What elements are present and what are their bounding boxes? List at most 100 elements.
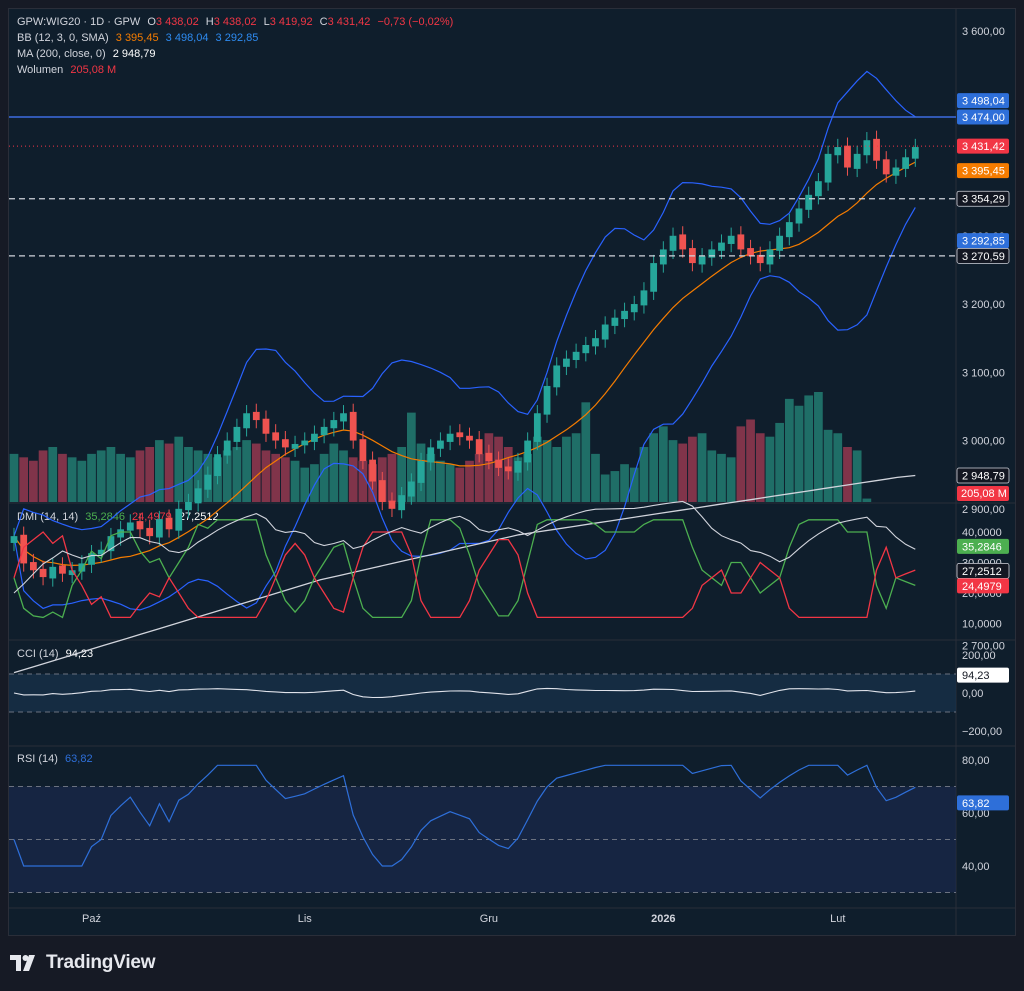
volume-bar (125, 457, 135, 502)
open-value: 3 438,02 (155, 16, 199, 28)
candle-body (146, 527, 154, 537)
price-badge-label: 3 431,42 (962, 141, 1005, 153)
volume-bar (174, 436, 184, 502)
volume-bar (96, 450, 106, 502)
time-axis-label: Lis (298, 913, 313, 925)
candle-body (640, 290, 648, 306)
candle-body (97, 549, 105, 555)
candle-body (10, 536, 18, 543)
price-tick-label: 3 600,00 (962, 26, 1005, 38)
volume-bar (688, 436, 697, 502)
price-badge-label: 3 395,45 (962, 166, 1005, 178)
candle-body (243, 413, 250, 429)
candle-body (718, 242, 725, 251)
close-value: 3 431,42 (327, 16, 371, 28)
volume-bar (465, 460, 474, 502)
candle-body (853, 153, 861, 169)
candle-body (88, 553, 95, 565)
volume-badge-label: 205,08 M (961, 488, 1007, 500)
volume-bar (348, 457, 358, 502)
price-badge (957, 233, 1009, 249)
volume-bar (814, 392, 823, 502)
volume-bar (310, 464, 319, 502)
candle-body (824, 153, 832, 183)
cci-badge-label: 94,23 (962, 670, 990, 682)
volume-bar (29, 460, 38, 502)
volume-bar (164, 443, 174, 502)
candle-body (126, 522, 134, 531)
candle-body (563, 358, 570, 367)
candle-body (204, 474, 212, 490)
volume-bar (571, 433, 581, 502)
candle-body (863, 140, 871, 156)
time-axis-label: 2026 (651, 913, 675, 925)
volume-bar (523, 453, 533, 502)
dmi-plus-line (13, 519, 916, 619)
volume-badge (957, 486, 1009, 501)
candle-body (475, 439, 483, 455)
volume-bar (261, 450, 271, 502)
candle-body (456, 432, 464, 438)
candle-body (601, 324, 609, 340)
volume-bar (862, 498, 872, 502)
rsi-tick-label: 80,00 (962, 755, 990, 767)
volume-bar (281, 457, 290, 502)
dmi-badge-label: 27,2512 (962, 566, 1002, 578)
candle-body (844, 145, 851, 168)
volume-bar (581, 402, 591, 502)
bb-legend[interactable]: BB (12, 3, 0, SMA) 3 395,45 3 498,04 3 2… (17, 32, 259, 44)
volume-legend[interactable]: Wolumen 205,08 M (17, 64, 117, 76)
candle-body (223, 440, 231, 456)
bb-upper: 3 498,04 (165, 32, 209, 44)
volume-bar (532, 436, 542, 502)
candle-body (49, 566, 57, 579)
candle-body (679, 234, 687, 250)
bb-upper-line (13, 70, 916, 537)
candle-body (911, 147, 919, 159)
candle-body (650, 263, 658, 292)
candle-body (330, 420, 338, 429)
price-tick-label: 3 200,00 (962, 299, 1005, 311)
bb-basis: 3 395,45 (115, 32, 159, 44)
volume-bar (329, 443, 339, 502)
candle-body (340, 413, 347, 422)
volume-bar (542, 440, 552, 502)
volume-bar (300, 467, 310, 502)
ma-legend[interactable]: MA (200, close, 0) 2 948,79 (17, 48, 156, 60)
time-axis-label: Gru (480, 913, 498, 925)
volume-bar (610, 471, 620, 502)
candle-body (165, 517, 173, 530)
candle-body (155, 519, 163, 538)
change-value: −0,73 (−0,02%) (377, 16, 454, 28)
tradingview-logo[interactable]: TradingView (10, 952, 156, 974)
price-badge-label: 3 498,04 (962, 96, 1005, 108)
volume-bar (755, 433, 765, 502)
volume-bar (765, 436, 775, 502)
cci-tick-label: 0,00 (962, 688, 983, 700)
candle-body (446, 433, 454, 442)
volume-bar (746, 419, 755, 502)
volume-bar (155, 440, 164, 502)
volume-bar (184, 447, 193, 502)
brand-text: TradingView (46, 952, 156, 973)
price-badge (957, 93, 1009, 109)
volume-bar (193, 450, 203, 502)
candle-body (369, 459, 376, 482)
price-badge (957, 138, 1009, 154)
dmi-badge (957, 578, 1009, 594)
volume-bar (251, 443, 261, 502)
volume-bar (668, 440, 678, 502)
candle-body (553, 365, 561, 388)
candle-body (407, 481, 415, 497)
symbol-name[interactable]: GPW:WIG20 · 1D · GPW (17, 16, 141, 28)
rsi-tick-label: 40,00 (962, 861, 990, 873)
candle-body (68, 570, 76, 576)
dmi-plus: 35,2846 (85, 511, 125, 523)
price-badge (957, 109, 1009, 125)
volume-bar (319, 453, 329, 502)
volume-bar (552, 447, 562, 502)
volume-bar (804, 395, 814, 502)
candle-body (698, 256, 706, 265)
rsi-legend[interactable]: RSI (14) 63,82 (17, 753, 93, 765)
